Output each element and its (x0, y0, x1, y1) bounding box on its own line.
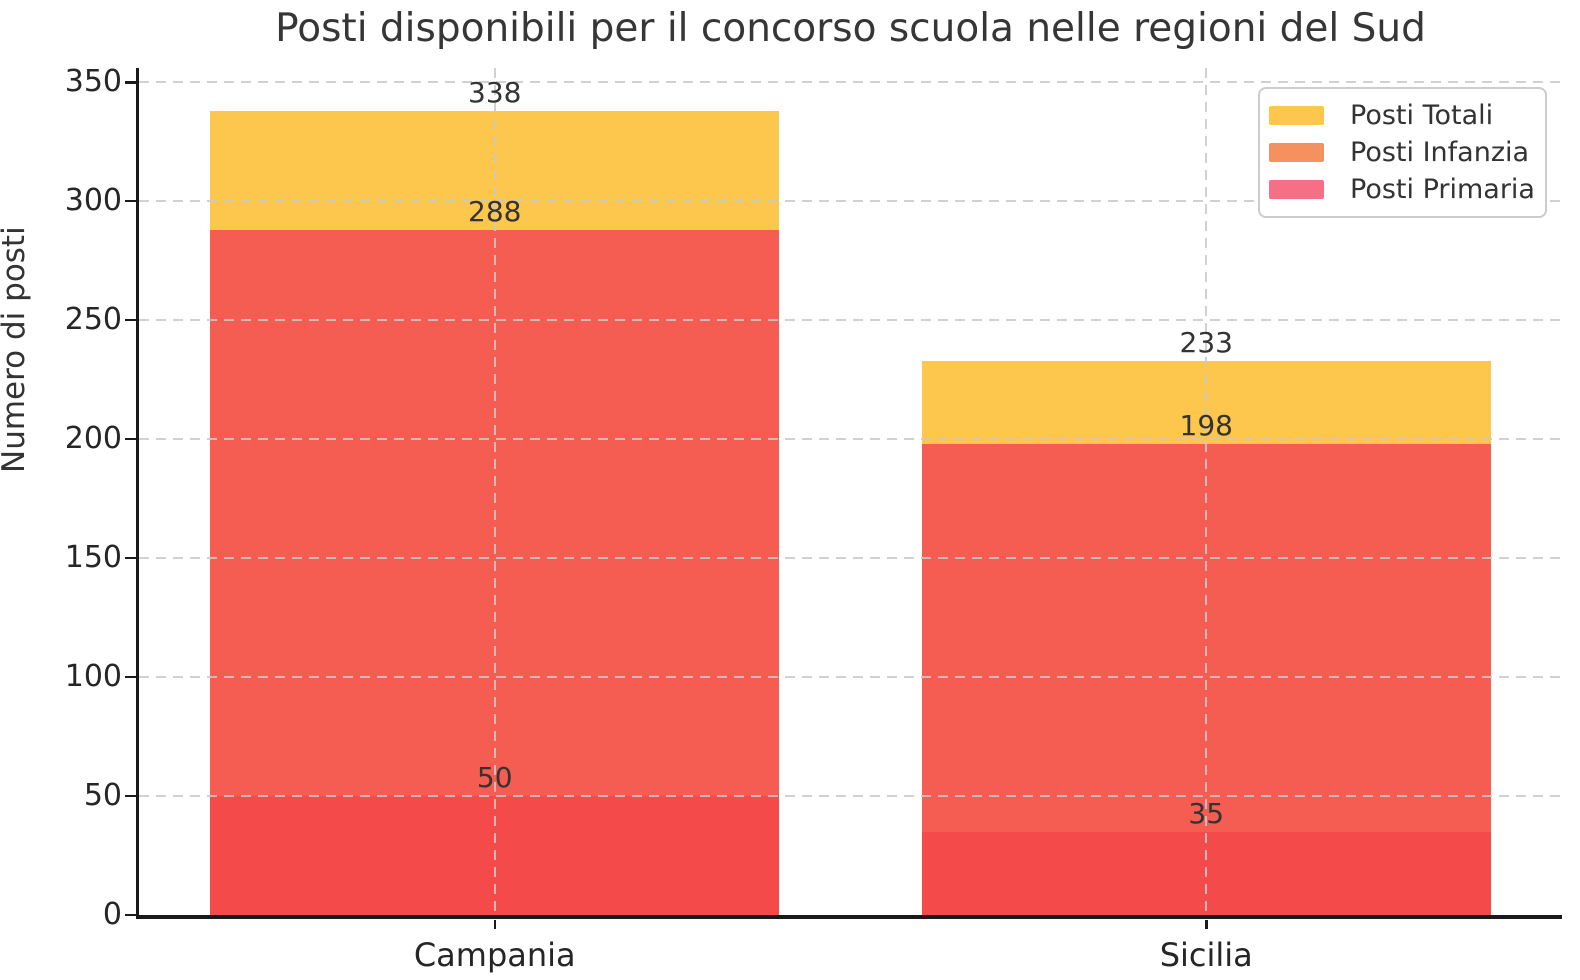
x-tick-label-sicilia: Sicilia (1159, 936, 1253, 974)
legend-swatch (1269, 106, 1324, 125)
legend-swatch (1269, 143, 1324, 162)
y-tick-mark (125, 318, 136, 322)
legend-label: Posti Totali (1350, 100, 1494, 131)
plot-area: 0 50 100 150 200 250 300 350 338 288 50 Campania 233… (65, 67, 1562, 971)
y-tick-label: 200 (64, 421, 122, 457)
x-tick-mark (493, 920, 496, 929)
x-tick-label-campania: Campania (413, 936, 576, 974)
gridline-h-200 (139, 438, 1562, 441)
gridline-h-350 (139, 81, 1562, 84)
x-axis-spine (136, 915, 1562, 919)
y-tick-mark (125, 556, 136, 560)
gridline-h-300 (139, 200, 1562, 203)
bar-value-label: 198 (1179, 408, 1233, 442)
legend-item-posti-infanzia: Posti Infanzia (1260, 137, 1545, 169)
chart-title: Posti disponibili per il concorso scuola… (275, 6, 1426, 51)
y-tick-mark (125, 913, 136, 917)
y-tick-label: 350 (64, 64, 122, 100)
y-tick-mark (125, 437, 136, 441)
y-axis-spine (136, 68, 139, 919)
legend-swatch (1269, 180, 1324, 199)
bar-value-label: 50 (476, 761, 513, 795)
y-tick-label: 100 (64, 659, 122, 695)
gridline-v-campania (493, 68, 496, 915)
y-tick-label: 250 (64, 302, 122, 338)
x-tick-mark (1205, 920, 1208, 929)
bar-value-label: 233 (1179, 325, 1233, 359)
y-tick-label: 150 (64, 540, 122, 576)
gridline-v-sicilia (1205, 68, 1208, 915)
legend-item-posti-primaria: Posti Primaria (1260, 174, 1545, 206)
y-tick-mark (125, 794, 136, 798)
y-tick-label: 300 (64, 183, 122, 219)
y-tick-label: 50 (83, 778, 122, 814)
y-tick-mark (125, 675, 136, 679)
bar-value-label: 35 (1188, 796, 1225, 830)
legend-item-posti-totali: Posti Totali (1260, 100, 1545, 132)
legend-label: Posti Infanzia (1350, 137, 1530, 168)
y-tick-label: 0 (102, 897, 122, 932)
legend-label: Posti Primaria (1350, 174, 1535, 205)
y-tick-mark (125, 199, 136, 203)
gridline-h-50 (139, 795, 1562, 798)
y-tick-mark (125, 81, 136, 84)
gridline-h-250 (139, 319, 1562, 322)
gridline-h-100 (139, 676, 1562, 679)
gridline-h-150 (139, 557, 1562, 560)
bar-value-label: 288 (468, 194, 522, 228)
bar-value-label: 338 (468, 75, 522, 109)
legend: Posti Totali Posti Infanzia Posti Primaria (1258, 87, 1547, 218)
